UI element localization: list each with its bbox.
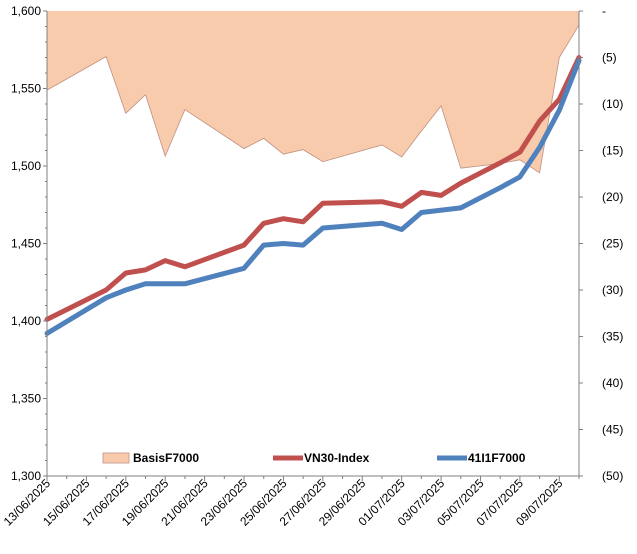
legend: BasisF7000 VN30-Index 41I1F7000: [102, 451, 526, 465]
right-axis-tick-label: (20): [602, 190, 623, 204]
right-axis-tick-label: (50): [602, 469, 623, 483]
left-axis-tick-label: 1,300: [11, 469, 41, 483]
legend-swatch-basis: [102, 452, 130, 464]
right-axis-tick-label: (5): [602, 51, 617, 65]
line-layer: [44, 55, 582, 336]
futures-41i1f7000-line: [44, 58, 582, 336]
axis-layer: [43, 10, 583, 481]
right-axis-tick-label: (15): [602, 144, 623, 158]
legend-label: VN30-Index: [304, 451, 370, 465]
right-axis-tick-label: (25): [602, 237, 623, 251]
right-axis-tick-label: (10): [602, 97, 623, 111]
right-axis-tick-label: (30): [602, 283, 623, 297]
vn30-index-line: [44, 55, 582, 322]
left-axis-tick-label: 1,550: [11, 82, 41, 96]
left-axis-tick-label: 1,450: [11, 237, 41, 251]
right-axis-tick-label: (40): [602, 376, 623, 390]
legend-label: 41I1F7000: [468, 451, 526, 465]
right-axis-tick-label: (45): [602, 423, 623, 437]
basis-area: [47, 11, 579, 173]
left-axis-tick-label: 1,500: [11, 159, 41, 173]
left-axis-tick-label: 1,600: [11, 4, 41, 18]
right-axis-tick-label: (35): [602, 330, 623, 344]
area-layer: [46, 11, 580, 174]
left-axis-tick-label: 1,350: [11, 392, 41, 406]
right-axis-tick-label: -: [602, 4, 606, 18]
left-axis-tick-label: 1,400: [11, 314, 41, 328]
legend-label: BasisF7000: [133, 451, 199, 465]
